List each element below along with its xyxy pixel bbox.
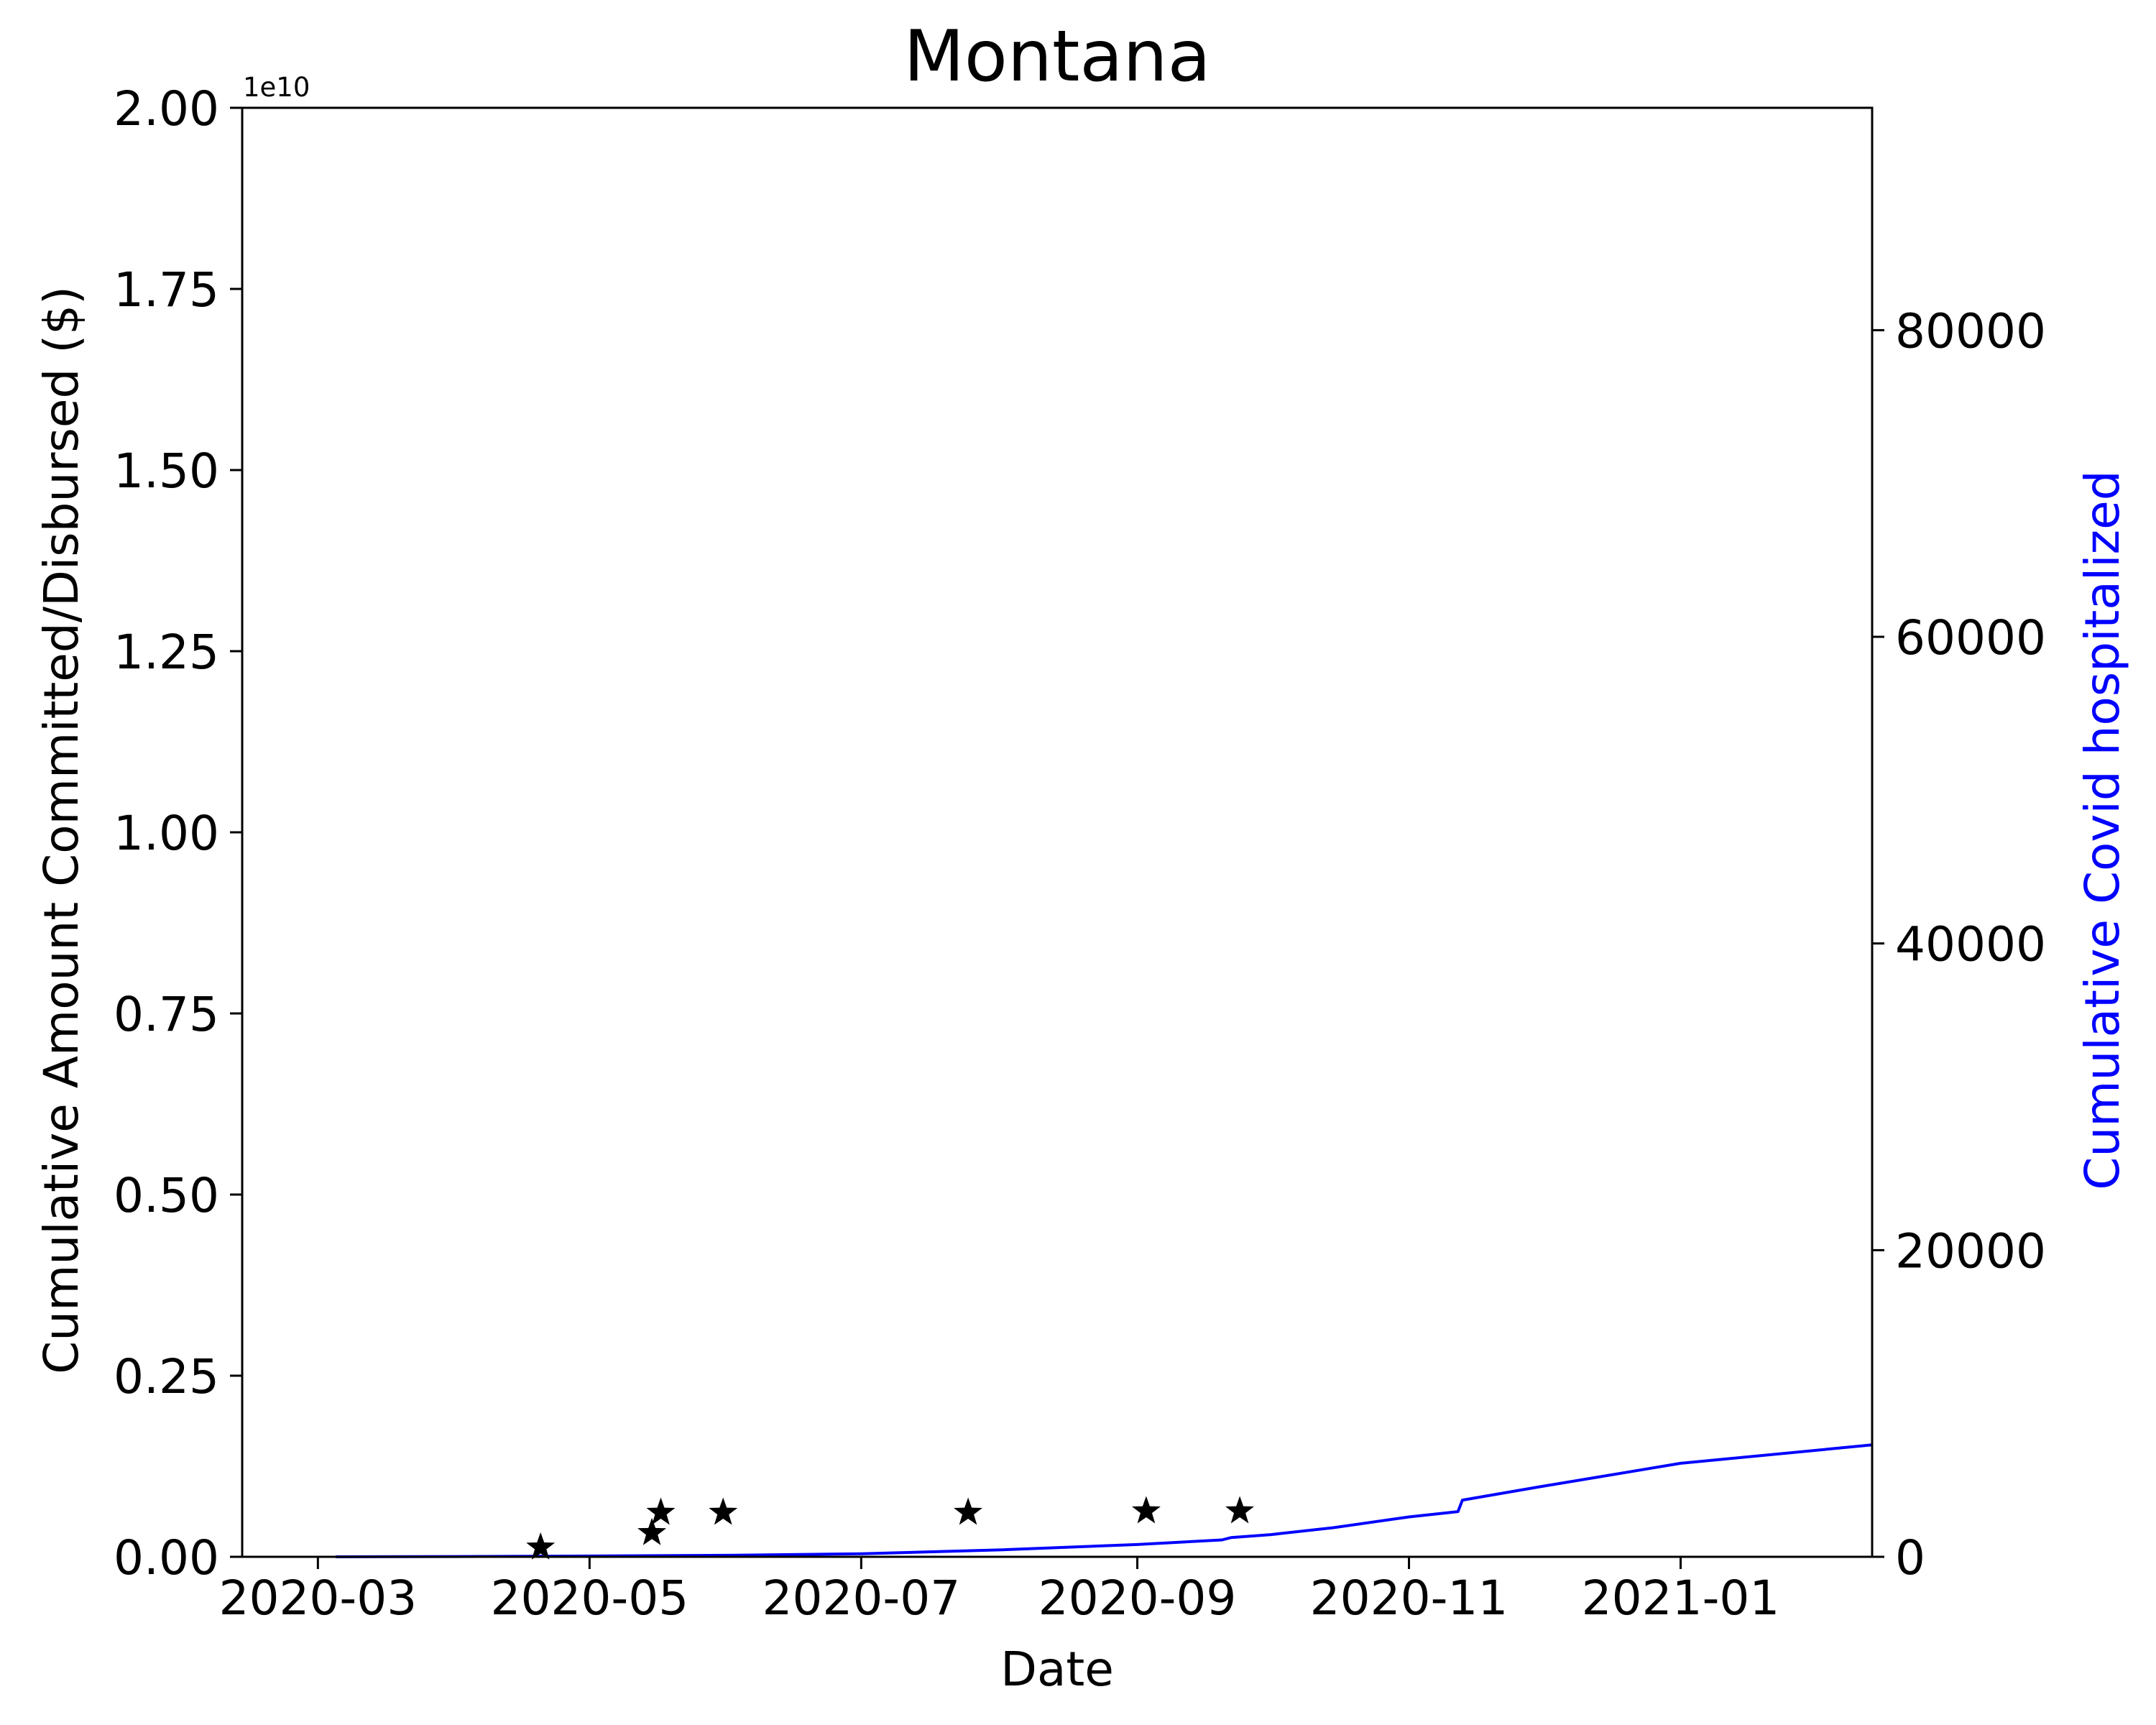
star-marker xyxy=(637,1517,667,1545)
y-tick-label: 0.25 xyxy=(114,1349,219,1404)
y-tick-label: 1.25 xyxy=(114,625,219,680)
y-tick-label: 1.00 xyxy=(114,806,219,861)
y-axis-offset-label: 1e10 xyxy=(243,72,310,103)
x-axis-label: Date xyxy=(1000,1642,1114,1697)
plot-frame xyxy=(241,106,1874,1558)
y-right-tick-label: 60000 xyxy=(1895,610,2046,666)
series-line-hospitalized xyxy=(336,1443,1873,1558)
x-tick-label: 2020-03 xyxy=(218,1570,417,1626)
x-tick-label: 2020-11 xyxy=(1310,1570,1508,1626)
y-right-tick-label: 20000 xyxy=(1895,1223,2046,1279)
y-right-tick-label: 80000 xyxy=(1895,303,2046,359)
y-axis-right-label: Cumulative Covid hospitalized xyxy=(2075,470,2130,1190)
y-right-tick-label: 0 xyxy=(1895,1530,1925,1586)
y-tick-label: 0.75 xyxy=(114,987,219,1042)
star-marker xyxy=(1225,1496,1254,1524)
y-axis-label: Cumulative Amount Committed/Disbursed ($… xyxy=(34,286,89,1374)
x-tick-label: 2020-07 xyxy=(762,1570,960,1626)
y-tick-label: 2.00 xyxy=(114,81,219,137)
plot-area: 2020-03 2020-05 2020-07 2020-09 2020-11 2021-… xyxy=(114,81,2046,1626)
x-tick-label: 2020-05 xyxy=(490,1570,688,1626)
star-marker xyxy=(646,1497,676,1525)
x-tick-label: 2021-01 xyxy=(1582,1570,1780,1626)
x-tick-label: 2020-09 xyxy=(1038,1570,1237,1626)
y-tick-label: 0.00 xyxy=(114,1530,219,1586)
y-tick-label: 0.50 xyxy=(114,1168,219,1223)
star-marker xyxy=(1132,1496,1161,1524)
y-tick-label: 1.50 xyxy=(114,443,219,499)
y-right-tick-label: 40000 xyxy=(1895,917,2046,972)
star-marker xyxy=(954,1497,982,1525)
star-marker xyxy=(526,1532,556,1560)
y-tick-label: 1.75 xyxy=(114,262,219,318)
chart-title: Montana xyxy=(903,16,1210,98)
star-marker xyxy=(709,1497,738,1525)
